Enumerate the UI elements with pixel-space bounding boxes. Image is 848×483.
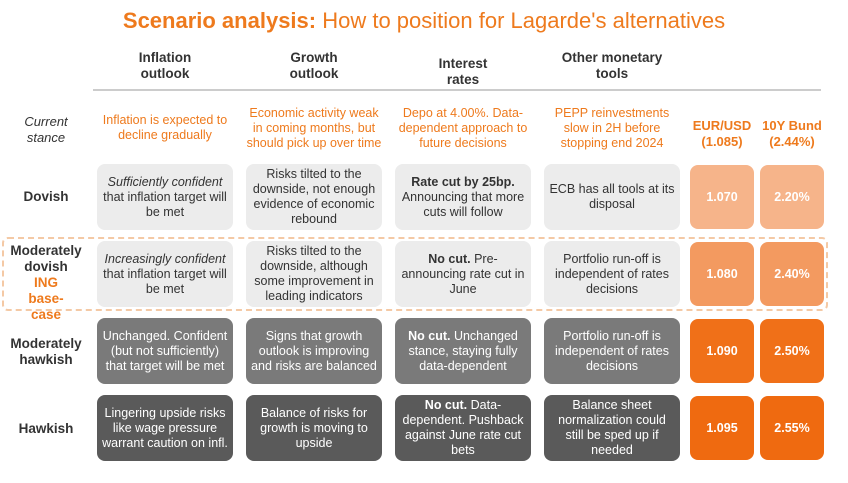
cell-text: Data-dependent. Pushback against June ra… — [402, 398, 524, 457]
col-header-line2: tools — [595, 66, 629, 81]
stance-growth: Economic activity weak in coming months,… — [246, 105, 382, 150]
col-header-growth: Growth outlook — [249, 50, 379, 82]
fx-header-line2: (1.085) — [701, 134, 743, 149]
col-header-line2: rates — [446, 72, 480, 87]
header-divider — [93, 89, 821, 91]
fx-modhawkish-bund: 2.50% — [760, 319, 824, 383]
title-rest: How to position for Lagarde's alternativ… — [316, 8, 726, 33]
cell-text: that inflation target will be met — [103, 266, 227, 296]
col-header-line1: Inflation — [138, 50, 192, 65]
col-header-line2: outlook — [289, 66, 339, 81]
cell-hawkish-growth: Balance of risks for growth is moving to… — [246, 395, 382, 461]
cell-bold: No cut. — [408, 328, 451, 343]
row-label-moderately-dovish: Moderately dovish ING base-case — [0, 243, 92, 323]
cell-dovish-inflation: Sufficiently confident that inflation ta… — [97, 164, 233, 230]
fx-hawkish-bund: 2.55% — [760, 396, 824, 460]
row-label-line2: hawkish — [19, 352, 73, 367]
fx-header-line2: (2.44%) — [769, 134, 815, 149]
row-label-line1: Current — [24, 114, 68, 129]
col-header-line1: Interest — [438, 56, 488, 71]
row-label-line1: Moderately — [10, 336, 82, 351]
title-bold: Scenario analysis: — [122, 8, 317, 33]
col-header-tools: Other monetary tools — [547, 50, 677, 82]
stance-inflation: Inflation is expected to decline gradual… — [102, 113, 228, 142]
stance-tools: PEPP reinvestments slow in 2H before sto… — [554, 105, 670, 150]
cell-text: Lingering upside risks like wage pressur… — [102, 405, 228, 450]
fx-moddovish-eurusd: 1.080 — [690, 242, 754, 306]
fx-dovish-bund: 2.20% — [760, 165, 824, 229]
fx-dovish-eurusd: 1.070 — [690, 165, 754, 229]
cell-hawkish-inflation: Lingering upside risks like wage pressur… — [97, 395, 233, 461]
cell-italic: Sufficiently confident — [107, 174, 223, 189]
stance-rates: Depo at 4.00%. Data-dependent approach t… — [398, 105, 528, 150]
row-label-dovish: Dovish — [0, 189, 92, 205]
cell-hawkish-rates: No cut. Data-dependent. Pushback against… — [395, 395, 531, 461]
cell-bold: Rate cut by 25bp. — [411, 174, 515, 189]
cell-moddovish-growth: Risks tilted to the downside, although s… — [246, 241, 382, 307]
cell-modhawkish-tools: Portfolio run-off is independent of rate… — [544, 318, 680, 384]
fx-hawkish-eurusd: 1.095 — [690, 396, 754, 460]
cell-hawkish-tools: Balance sheet normalization could still … — [544, 395, 680, 461]
cell-text: Announcing that more cuts will follow — [401, 189, 525, 219]
col-header-inflation: Inflation outlook — [100, 50, 230, 82]
row-label-hawkish: Hawkish — [0, 421, 92, 437]
base-case-highlight — [2, 237, 828, 311]
fx-modhawkish-eurusd: 1.090 — [690, 319, 754, 383]
fx-header-eurusd: EUR/USD (1.085) — [690, 118, 754, 150]
cell-italic: Increasingly confident — [104, 251, 226, 266]
fx-moddovish-bund: 2.40% — [760, 242, 824, 306]
cell-dovish-rates: Rate cut by 25bp. Announcing that more c… — [395, 164, 531, 230]
row-label-current-stance: Current stance — [0, 114, 92, 146]
ing-base-case-label: ING base-case — [28, 275, 64, 322]
cell-moddovish-tools: Portfolio run-off is independent of rate… — [544, 241, 680, 307]
cell-moddovish-rates: No cut. Pre-announcing rate cut in June — [395, 241, 531, 307]
col-header-line1: Other monetary — [561, 50, 663, 65]
row-label-line2: stance — [26, 130, 66, 145]
row-label-moderately-hawkish: Moderately hawkish — [0, 336, 92, 368]
fx-header-line1: EUR/USD — [692, 118, 752, 133]
col-header-line2: outlook — [140, 66, 190, 81]
row-label-line1: Moderately — [10, 243, 82, 258]
fx-header-bund: 10Y Bund (2.44%) — [760, 118, 824, 150]
col-header-rates: Interest rates — [398, 56, 528, 88]
row-label-line2: dovish — [24, 259, 68, 274]
cell-text: Unchanged stance, staying fully data-dep… — [408, 328, 518, 373]
row-label-line1: Dovish — [23, 189, 69, 204]
cell-modhawkish-inflation: Unchanged. Confident (but not sufficient… — [97, 318, 233, 384]
cell-modhawkish-rates: No cut. Unchanged stance, staying fully … — [395, 318, 531, 384]
cell-dovish-growth: Risks tilted to the downside, not enough… — [246, 164, 382, 230]
cell-text: that inflation target will be met — [103, 189, 227, 219]
cell-modhawkish-growth: Signs that growth outlook is improving a… — [246, 318, 382, 384]
cell-dovish-tools: ECB has all tools at its disposal — [544, 164, 680, 230]
row-label-line1: Hawkish — [18, 421, 74, 436]
page-title: Scenario analysis: How to position for L… — [0, 8, 848, 34]
cell-text: Pre-announcing rate cut in June — [401, 251, 525, 296]
fx-header-line1: 10Y Bund — [762, 118, 822, 133]
cell-bold: No cut. — [428, 251, 471, 266]
cell-bold: No cut. — [424, 398, 468, 412]
cell-text: Unchanged. Confident (but not sufficient… — [102, 328, 228, 373]
cell-moddovish-inflation: Increasingly confident that inflation ta… — [97, 241, 233, 307]
col-header-line1: Growth — [290, 50, 338, 65]
